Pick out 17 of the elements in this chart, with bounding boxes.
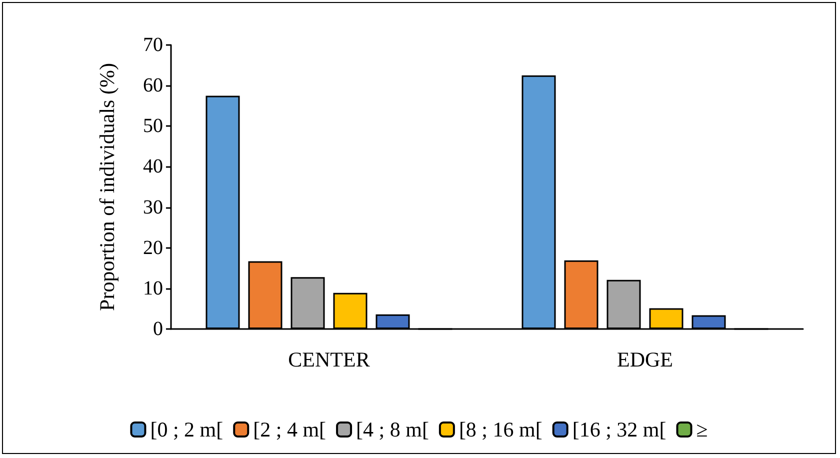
y-tick-label: 30 xyxy=(143,196,163,218)
x-tick-label: EDGE xyxy=(617,348,673,372)
y-axis-title: Proportion of individuals (%) xyxy=(95,63,119,311)
x-tick-label: CENTER xyxy=(288,348,370,372)
legend-label: [8 ; 16 m[ xyxy=(458,418,542,442)
y-tick-label: 20 xyxy=(143,236,163,259)
y-tick-label: 70 xyxy=(143,34,163,56)
y-tick-label: 10 xyxy=(143,277,163,300)
y-tick-label: 50 xyxy=(143,115,163,138)
legend-label: [2 ; 4 m[ xyxy=(253,418,326,442)
legend-label: [0 ; 2 m[ xyxy=(150,418,224,442)
y-tick-label: 60 xyxy=(143,74,163,97)
y-tick-label: 40 xyxy=(143,156,163,178)
y-tick-label: 0 xyxy=(153,318,163,340)
legend-label: [4 ; 8 m[ xyxy=(356,418,429,442)
legend-label: ≥ xyxy=(696,418,708,442)
legend-label: [16 ; 32 m[ xyxy=(572,418,666,442)
